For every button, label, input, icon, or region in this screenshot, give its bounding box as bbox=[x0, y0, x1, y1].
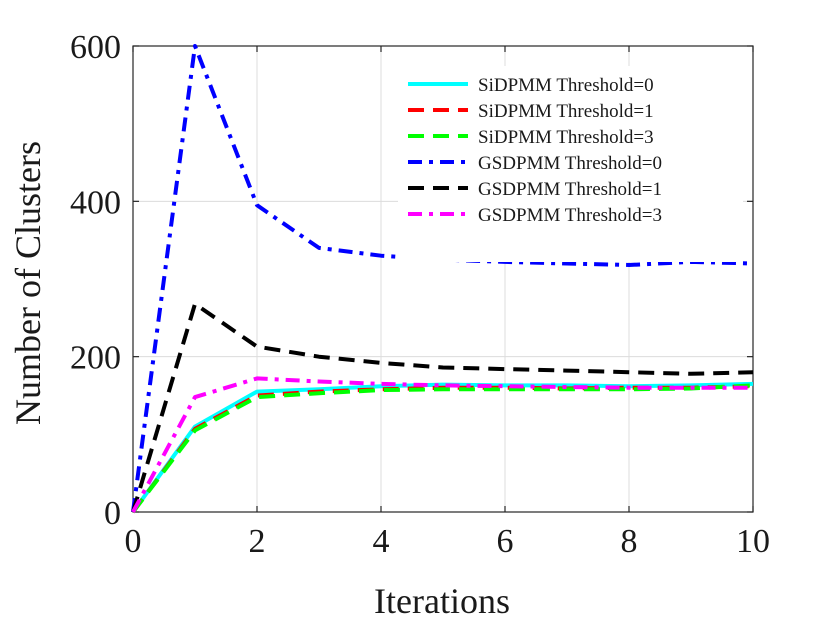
x-tick-label: 8 bbox=[621, 523, 638, 560]
tick-labels: 0 2 4 6 8 10 0 200 400 600 bbox=[70, 29, 770, 560]
plot-frame bbox=[132, 45, 754, 513]
legend-label: SiDPMM Threshold=3 bbox=[478, 127, 654, 148]
x-axis-title: Iterations bbox=[374, 581, 510, 621]
x-tick-label: 2 bbox=[249, 523, 266, 560]
y-tick-label: 200 bbox=[70, 340, 121, 377]
x-tick-label: 4 bbox=[373, 523, 390, 560]
legend-box bbox=[398, 66, 743, 262]
series-line bbox=[131, 301, 754, 513]
legend-label: GSDPMM Threshold=3 bbox=[478, 205, 662, 226]
legend-label: GSDPMM Threshold=1 bbox=[478, 179, 662, 200]
legend-label: SiDPMM Threshold=0 bbox=[478, 75, 654, 96]
y-tick-label: 0 bbox=[104, 495, 121, 532]
x-tick-label: 0 bbox=[125, 523, 142, 560]
legend-label: GSDPMM Threshold=0 bbox=[478, 153, 662, 174]
x-tick-label: 6 bbox=[497, 523, 514, 560]
x-tick-label: 10 bbox=[736, 523, 770, 560]
series-line bbox=[131, 376, 753, 513]
legend: SiDPMM Threshold=0 SiDPMM Threshold=1 SiDP… bbox=[398, 66, 743, 262]
legend-label: SiDPMM Threshold=1 bbox=[478, 101, 654, 122]
y-tick-label: 400 bbox=[70, 184, 121, 221]
y-tick-label: 600 bbox=[70, 29, 121, 66]
axes bbox=[132, 45, 754, 513]
y-axis-title: Number of Clusters bbox=[8, 141, 48, 425]
